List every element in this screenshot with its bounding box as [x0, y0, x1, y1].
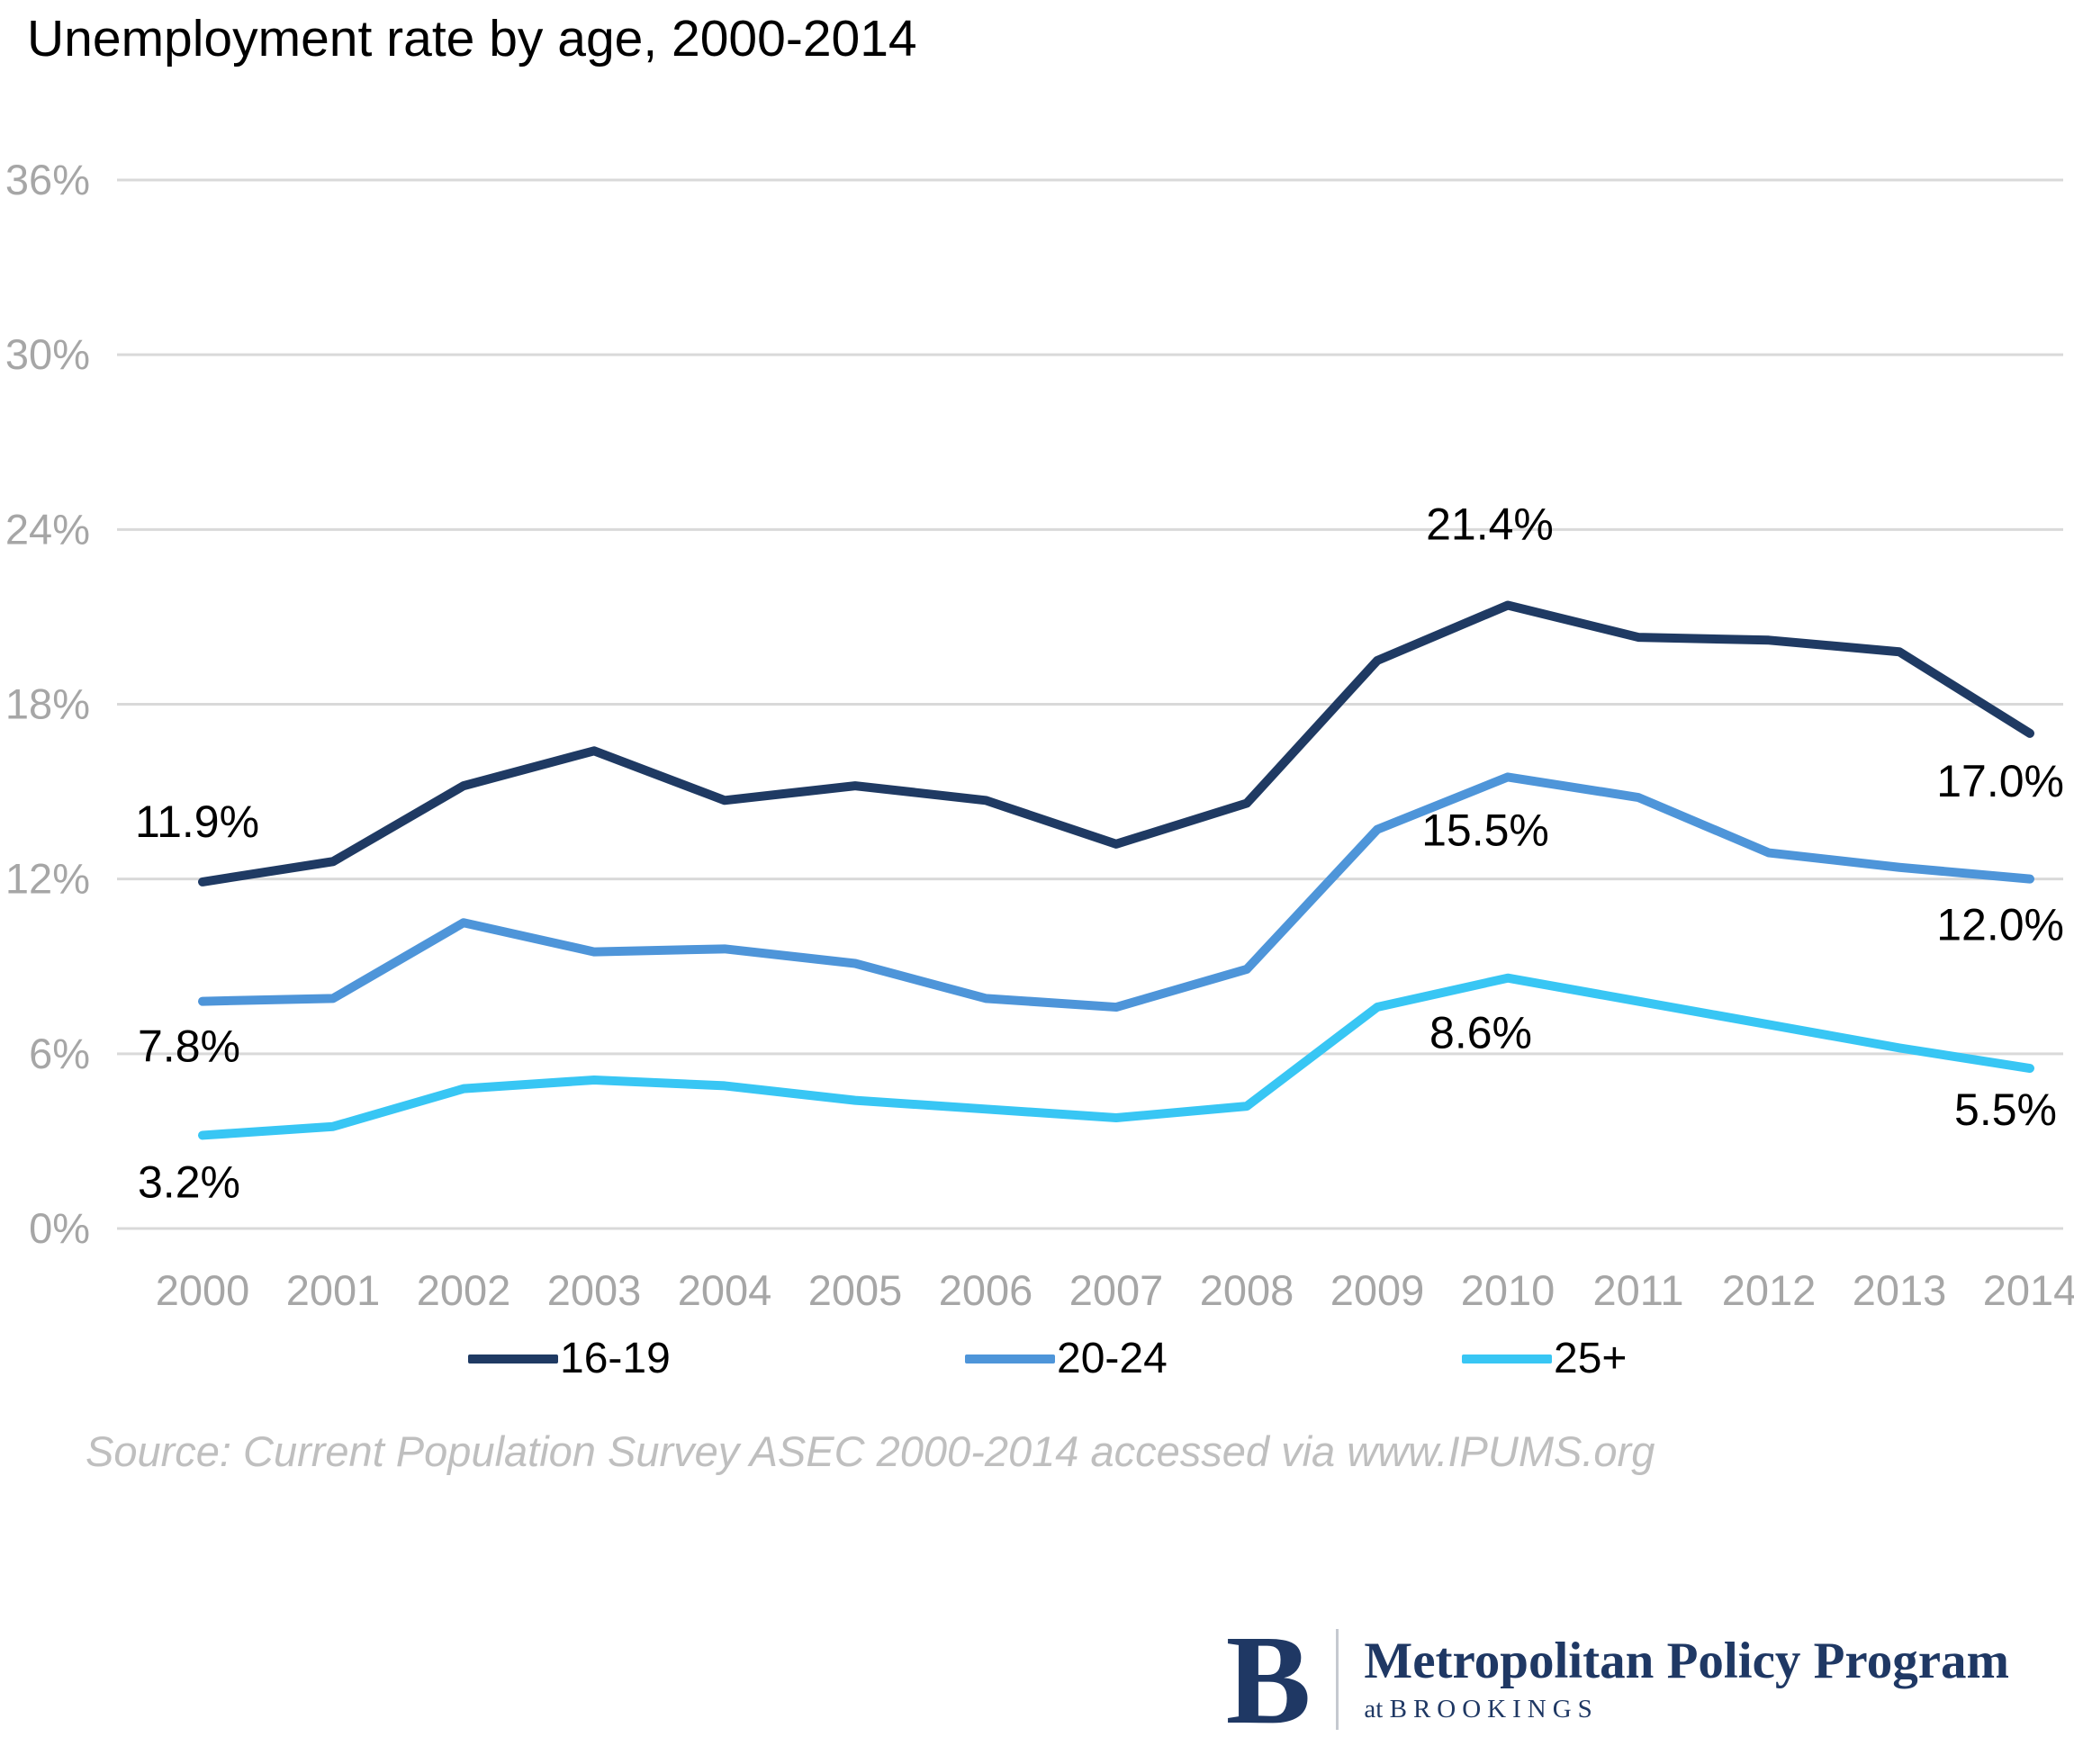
source-note: Source: Current Population Survey ASEC 2…	[86, 1427, 1655, 1475]
x-tick-label: 2010	[1461, 1266, 1556, 1314]
brookings-logo: B Metropolitan Policy Program at BROOKIN…	[1226, 1616, 2009, 1743]
logo-text: Metropolitan Policy Program at BROOKINGS	[1364, 1634, 2009, 1725]
x-tick-label: 2008	[1200, 1266, 1294, 1314]
y-tick-label: 6%	[29, 1030, 90, 1077]
x-tick-label: 2007	[1069, 1266, 1164, 1314]
y-tick-label: 24%	[5, 505, 90, 553]
series-line-20-24	[198, 772, 2034, 1012]
y-tick-label: 30%	[5, 330, 90, 378]
x-tick-label: 2004	[678, 1266, 772, 1314]
data-label: 8.6%	[1429, 1008, 1532, 1058]
data-label: 17.0%	[1936, 756, 2064, 806]
legend-label-16-19: 16-19	[560, 1335, 671, 1382]
x-tick-label: 2009	[1330, 1266, 1425, 1314]
x-tick-label: 2006	[939, 1266, 1033, 1314]
x-tick-label: 2001	[286, 1266, 381, 1314]
y-tick-label: 0%	[29, 1204, 90, 1252]
legend-item-25plus: 25+	[1462, 1334, 1959, 1383]
program-name: Metropolitan Policy Program	[1364, 1632, 2009, 1689]
program-subtitle: at BROOKINGS	[1364, 1695, 2009, 1724]
data-label: 3.2%	[138, 1156, 240, 1207]
line-chart: 0% 6% 12% 18% 24% 30% 36% 2000 2001 2002 2003 2004 2…	[5, 156, 2074, 1314]
legend-item-16-19: 16-19	[468, 1334, 965, 1383]
data-label: 5.5%	[1954, 1084, 2057, 1135]
data-label: 15.5%	[1421, 805, 1549, 855]
x-tick-label: 2014	[1983, 1266, 2074, 1314]
sub-prefix: at	[1364, 1695, 1384, 1724]
data-label: 12.0%	[1936, 900, 2064, 950]
x-tick-label: 2005	[808, 1266, 903, 1314]
x-tick-label: 2002	[417, 1266, 511, 1314]
logo-divider	[1336, 1629, 1339, 1730]
legend-swatch-20-24	[965, 1354, 1055, 1364]
y-tick-label: 12%	[5, 855, 90, 903]
legend-label-25plus: 25+	[1554, 1335, 1628, 1382]
x-tick-label: 2003	[547, 1266, 642, 1314]
series-line-25+	[198, 973, 2034, 1140]
y-tick-label: 18%	[5, 680, 90, 728]
legend-swatch-25plus	[1462, 1354, 1552, 1364]
data-label: 11.9%	[135, 796, 259, 847]
data-label: 21.4%	[1426, 499, 1554, 549]
legend: 16-19 20-24 25+	[468, 1334, 1959, 1383]
y-tick-label: 36%	[5, 156, 90, 203]
x-tick-label: 2012	[1722, 1266, 1817, 1314]
series-line-16-19	[198, 600, 2034, 886]
sub-name: BROOKINGS	[1389, 1695, 1599, 1724]
x-tick-label: 2011	[1592, 1266, 1683, 1314]
x-tick-label: 2013	[1853, 1266, 1947, 1314]
legend-label-20-24: 20-24	[1057, 1335, 1168, 1382]
brookings-b-icon: B	[1225, 1608, 1312, 1750]
data-label: 7.8%	[138, 1022, 240, 1072]
legend-swatch-16-19	[468, 1354, 558, 1364]
legend-item-20-24: 20-24	[965, 1334, 1462, 1383]
x-tick-label: 2000	[156, 1266, 250, 1314]
chart-title: Unemployment rate by age, 2000-2014	[27, 10, 917, 68]
